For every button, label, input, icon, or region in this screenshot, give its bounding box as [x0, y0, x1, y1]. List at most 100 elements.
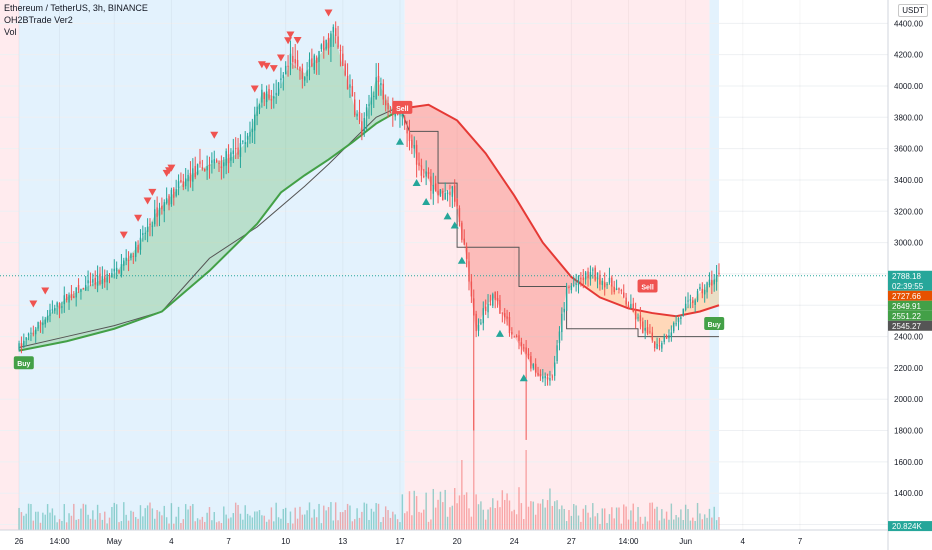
candle-body — [656, 343, 658, 349]
candle-body — [477, 324, 480, 331]
volume-bar — [230, 517, 232, 530]
volume-bar — [296, 518, 299, 530]
volume-bar — [168, 523, 170, 530]
candle-body — [337, 36, 339, 48]
volume-bar — [384, 506, 387, 530]
sell-arrow — [284, 37, 293, 45]
volume-bar — [649, 502, 651, 530]
candle-body — [34, 329, 37, 335]
sell-zone — [404, 0, 710, 530]
candle-body — [482, 308, 484, 324]
candle-body — [199, 161, 201, 165]
candle-body — [258, 105, 261, 110]
volume-bar — [406, 511, 408, 530]
candle-body — [218, 162, 220, 164]
price-tag-label: 2649.91 — [892, 302, 921, 311]
candle-body — [484, 306, 487, 311]
candle-body — [713, 279, 715, 285]
candle-body — [325, 39, 327, 49]
candles[interactable] — [18, 21, 720, 440]
candle-body — [487, 303, 489, 313]
candle-body — [30, 332, 32, 334]
candle-body — [320, 44, 323, 49]
signal-zones — [0, 0, 719, 530]
x-tick-label: 4 — [169, 537, 174, 546]
candle-body — [168, 195, 170, 206]
candle-body — [180, 180, 182, 182]
volume-bar — [30, 504, 32, 530]
candle-body — [699, 287, 701, 290]
candle-body — [275, 92, 277, 96]
candle-body — [244, 142, 246, 145]
candle-body — [406, 127, 408, 134]
volume-bar — [273, 521, 275, 530]
candle-body — [404, 117, 406, 125]
signal-box-bg — [704, 317, 725, 331]
volume-bar — [663, 518, 665, 530]
candle-body — [575, 283, 577, 285]
volume-bar — [411, 515, 413, 530]
candle-body — [304, 77, 306, 81]
volume-bar — [689, 520, 692, 530]
candle-body — [125, 257, 127, 261]
volume-bar — [244, 505, 246, 530]
candle-body — [308, 59, 311, 68]
currency-badge[interactable]: USDT — [898, 4, 928, 17]
x-tick-label: 7 — [226, 537, 231, 546]
candle-body — [242, 140, 244, 142]
candle-body — [568, 287, 570, 289]
volume-bar — [246, 513, 249, 530]
volume-bar — [151, 508, 154, 530]
candle-body — [703, 289, 706, 295]
volume-bar — [349, 505, 351, 530]
candle-body — [608, 277, 611, 283]
volume-bar — [75, 519, 77, 530]
y-tick-label: 2400.00 — [894, 333, 923, 342]
candle-body — [46, 315, 49, 321]
volume-bar — [613, 518, 615, 530]
volume-bar — [401, 494, 404, 530]
candle-body — [132, 255, 135, 257]
volume-bar — [254, 511, 256, 530]
volume-bar — [201, 516, 204, 530]
candle-body — [268, 88, 270, 99]
candle-body — [20, 343, 23, 347]
volume-bar — [284, 507, 287, 530]
volume-bar — [251, 517, 254, 530]
volume-bar — [675, 514, 677, 530]
volume-bar — [256, 511, 258, 530]
volume-bar — [501, 490, 504, 530]
volume-bar — [701, 519, 704, 530]
volume-bar — [544, 507, 546, 530]
volume-bar — [437, 499, 439, 530]
price-tag: 2551.22 — [888, 310, 932, 321]
volume-bar — [556, 500, 558, 530]
indicator-name: OH2BTrade Ver2 — [4, 15, 73, 25]
volume-bar — [265, 521, 268, 530]
candle-body — [192, 168, 194, 182]
candle-body — [113, 268, 115, 272]
volume-bar — [213, 512, 215, 530]
sell-arrow — [286, 31, 295, 39]
candle-body — [277, 82, 280, 95]
candle-body — [420, 165, 423, 176]
candle-body — [661, 342, 663, 349]
volume-bar — [56, 522, 58, 530]
candle-body — [284, 65, 287, 75]
candle-body — [708, 279, 711, 285]
volume-bar — [337, 520, 339, 530]
buy-arrow — [450, 221, 459, 229]
candle-body — [323, 40, 325, 51]
volume-bar — [330, 502, 332, 530]
volume-bar — [558, 509, 561, 530]
candle-body — [315, 57, 318, 63]
candle-body — [396, 113, 399, 116]
candle-body — [239, 143, 242, 157]
volume-bar — [442, 502, 444, 530]
volume-bar — [568, 510, 570, 530]
volume-bar — [165, 517, 168, 530]
sell-arrow — [167, 164, 176, 172]
volume-bar — [699, 513, 701, 530]
volume-bar — [711, 517, 713, 530]
